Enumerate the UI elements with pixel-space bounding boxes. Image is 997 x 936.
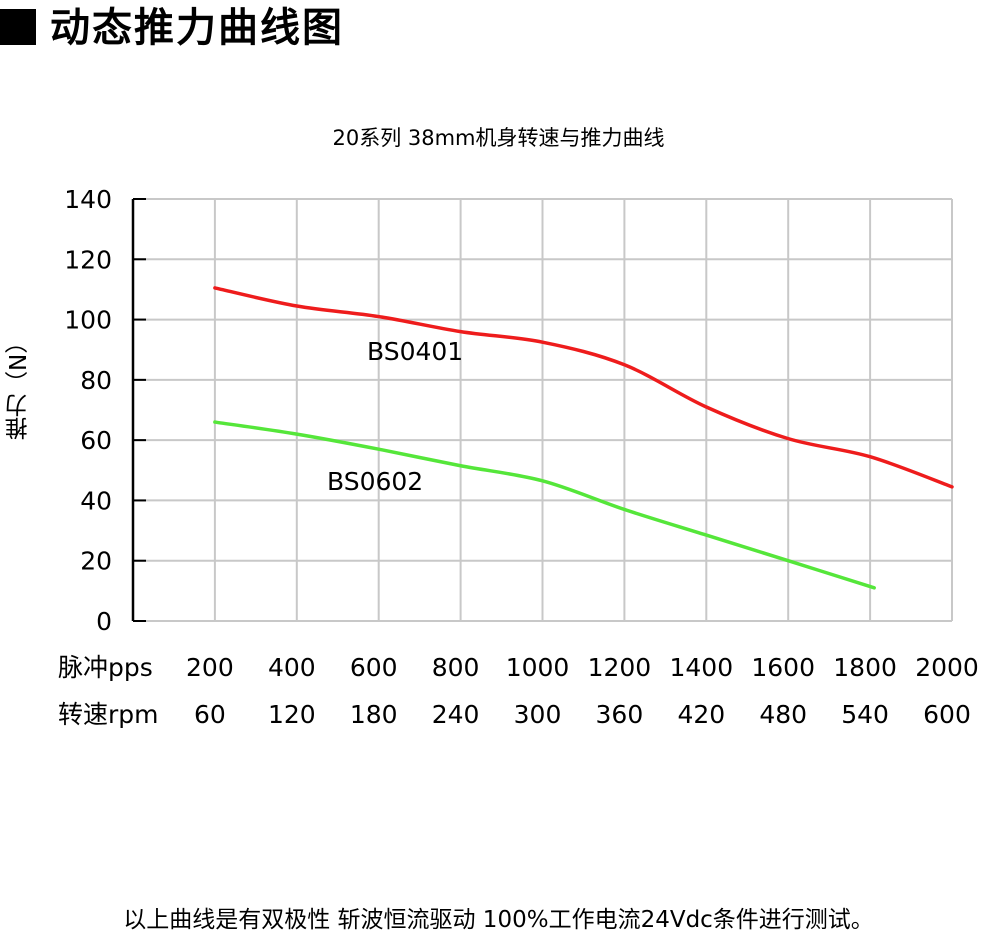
- y-tick-label: 0: [96, 607, 112, 636]
- x-tick-label: 1200: [588, 653, 652, 682]
- x-tick-label: 600: [923, 700, 971, 729]
- x-tick-label: 800: [432, 653, 480, 682]
- x-tick-label: 180: [350, 700, 398, 729]
- x-row-label-speed: 转速rpm: [58, 700, 159, 729]
- x-tick-label: 480: [759, 700, 807, 729]
- x-tick-label: 600: [350, 653, 398, 682]
- x-tick-label: 120: [268, 700, 316, 729]
- thrust-curve-chart: 0 20 40 60 80 100 120 140 脉冲pps 200 400 600 800 1000 1…: [58, 185, 979, 729]
- x-tick-label: 420: [677, 700, 725, 729]
- test-conditions-footnote: 以上曲线是有双极性 斩波恒流驱动 100%工作电流24Vdc条件进行测试。: [123, 907, 874, 933]
- x-tick-label: 1800: [833, 653, 897, 682]
- chart-title: 20系列 38mm机身转速与推力曲线: [332, 126, 665, 150]
- x-tick-label: 360: [596, 700, 644, 729]
- x-tick-label: 200: [186, 653, 234, 682]
- series-line-bs0602: [213, 420, 876, 590]
- x-tick-label: 540: [841, 700, 889, 729]
- page-heading-text: 动态推力曲线图: [50, 5, 344, 51]
- y-tick-label: 60: [80, 426, 112, 455]
- x-tick-label: 1600: [751, 653, 815, 682]
- x-tick-label: 1000: [506, 653, 570, 682]
- page-heading: 动态推力曲线图: [0, 4, 344, 52]
- x-row-label-pulse: 脉冲pps: [58, 653, 153, 682]
- x-tick-label: 400: [268, 653, 316, 682]
- y-tick-label: 120: [64, 245, 112, 274]
- x-tick-label: 300: [514, 700, 562, 729]
- x-tick-label: 1400: [669, 653, 733, 682]
- y-tick-label: 40: [80, 486, 112, 515]
- y-tick-label: 140: [64, 185, 112, 214]
- series-line-bs0401: [213, 286, 954, 489]
- y-tick-label: 20: [80, 547, 112, 576]
- x-tick-label: 60: [194, 700, 226, 729]
- square-bullet-icon: [0, 9, 36, 45]
- y-tick-label: 100: [64, 306, 112, 335]
- series-label-bs0602: BS0602: [327, 467, 423, 496]
- x-tick-label: 2000: [915, 653, 979, 682]
- y-tick-label: 80: [80, 366, 112, 395]
- x-tick-label: 240: [432, 700, 480, 729]
- series-label-bs0401: BS0401: [367, 337, 463, 366]
